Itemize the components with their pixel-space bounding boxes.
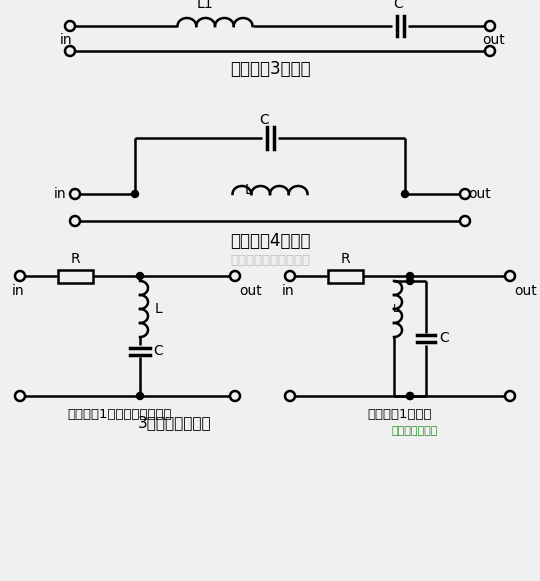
Text: 杭州将睿科技有限公司: 杭州将睿科技有限公司 — [230, 254, 310, 267]
Text: 接线图．ｃｏｍ: 接线图．ｃｏｍ — [392, 426, 438, 436]
Text: L: L — [244, 183, 252, 197]
Text: out: out — [483, 33, 505, 47]
Circle shape — [402, 191, 408, 198]
Bar — [327, 270, 362, 282]
Text: C: C — [153, 344, 163, 358]
Circle shape — [407, 393, 414, 400]
Text: R: R — [340, 252, 350, 266]
Text: L: L — [154, 302, 162, 316]
Circle shape — [407, 272, 414, 279]
Bar — [57, 270, 92, 282]
Text: in: in — [12, 284, 24, 298]
Text: C: C — [439, 332, 449, 346]
Text: 信号滤波1－带阻（陷波器）: 信号滤波1－带阻（陷波器） — [68, 407, 172, 421]
Text: 3、信号滤波器：: 3、信号滤波器： — [138, 415, 212, 431]
Text: 信号滤波3－带通: 信号滤波3－带通 — [230, 60, 310, 78]
Text: L: L — [393, 304, 399, 314]
Text: in: in — [60, 33, 72, 47]
Text: out: out — [469, 187, 491, 201]
Text: 信号滤波1－带通: 信号滤波1－带通 — [368, 407, 432, 421]
Circle shape — [137, 272, 144, 279]
Text: out: out — [240, 284, 262, 298]
Text: R: R — [70, 252, 80, 266]
Circle shape — [137, 393, 144, 400]
Text: L1: L1 — [197, 0, 213, 11]
Text: 信号滤波4－带阻: 信号滤波4－带阻 — [230, 232, 310, 250]
Circle shape — [132, 191, 138, 198]
Circle shape — [407, 278, 414, 285]
Text: out: out — [515, 284, 537, 298]
Circle shape — [407, 393, 414, 400]
Text: in: in — [53, 187, 66, 201]
Text: in: in — [282, 284, 294, 298]
Text: C: C — [259, 113, 269, 127]
Text: C: C — [393, 0, 403, 11]
